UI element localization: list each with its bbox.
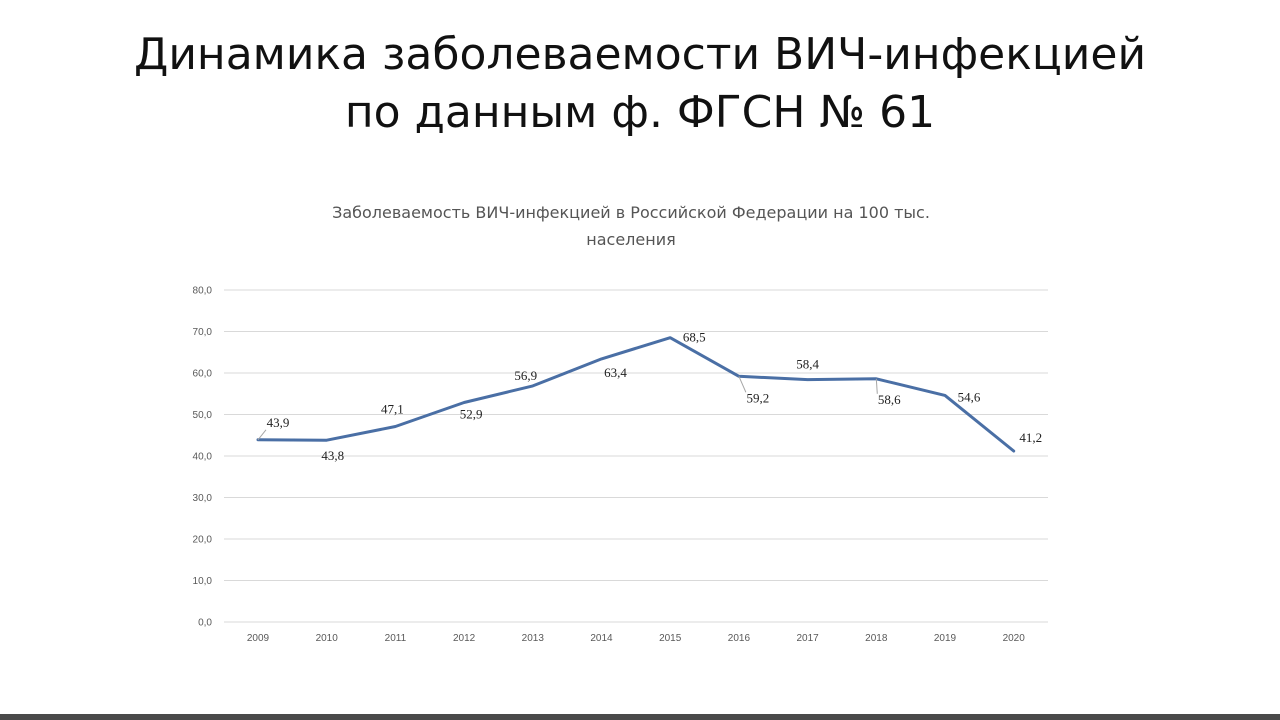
data-label: 56,9	[514, 368, 537, 383]
x-tick-label: 2013	[522, 633, 545, 644]
data-label: 58,4	[796, 357, 819, 372]
data-label: 59,2	[747, 390, 770, 405]
x-tick-label: 2010	[316, 633, 339, 644]
x-tick-label: 2011	[385, 633, 407, 644]
x-tick-label: 2009	[247, 633, 270, 644]
data-label: 63,4	[604, 365, 627, 380]
data-label: 54,6	[958, 389, 981, 404]
y-tick-label: 60,0	[193, 369, 213, 380]
x-tick-label: 2017	[796, 633, 819, 644]
y-tick-label: 70,0	[193, 327, 213, 338]
gridlines	[224, 289, 1048, 623]
chart-title-line-1: Заболеваемость ВИЧ-инфекцией в Российско…	[332, 203, 930, 222]
data-label-leader	[257, 429, 267, 441]
data-label-leader	[738, 376, 747, 393]
x-tick-label: 2020	[1003, 633, 1026, 644]
data-label: 47,1	[381, 402, 404, 417]
y-tick-label: 20,0	[193, 535, 213, 546]
x-tick-label: 2016	[728, 633, 751, 644]
data-label: 43,9	[267, 415, 290, 430]
data-label: 43,8	[321, 448, 344, 463]
series-line	[256, 336, 1016, 453]
slide-title-line-1: Динамика заболеваемости ВИЧ-инфекцией	[133, 29, 1147, 80]
x-tick-label: 2014	[590, 633, 613, 644]
data-label: 52,9	[460, 406, 483, 421]
x-tick-label: 2012	[453, 633, 476, 644]
y-tick-label: 30,0	[193, 493, 213, 504]
x-tick-label: 2019	[934, 633, 957, 644]
y-tick-label: 40,0	[193, 452, 213, 463]
data-label: 68,5	[683, 330, 706, 345]
slide-title-line-2: по данным ф. ФГСН № 61	[344, 87, 936, 138]
slide-title: Динамика заболеваемости ВИЧ-инфекцией по…	[0, 26, 1280, 142]
bottom-bar	[0, 714, 1280, 720]
data-label-leader	[875, 378, 878, 394]
chart-title-line-2: населения	[586, 230, 675, 249]
data-label: 58,6	[878, 392, 901, 407]
y-tick-label: 10,0	[193, 576, 213, 587]
x-tick-label: 2015	[659, 633, 682, 644]
y-tick-label: 80,0	[193, 286, 213, 297]
data-label: 41,2	[1019, 430, 1042, 445]
x-axis-ticks: 2009 2010 2011 2012 2013 2014 2015 2016 2017 2018…	[247, 633, 1025, 644]
series	[256, 336, 1016, 453]
y-tick-label: 50,0	[193, 410, 213, 421]
y-axis-ticks: 0,0 10,0 20,0 30,0 40,0 50,0 60,0 70,0 80,0	[193, 286, 213, 629]
data-labels: 43,9 43,8 47,1 52,9 56,9 63,4 68,5 59,2 58,4 58,6…	[257, 330, 1042, 463]
x-tick-label: 2018	[865, 633, 888, 644]
y-tick-label: 0,0	[198, 618, 212, 629]
